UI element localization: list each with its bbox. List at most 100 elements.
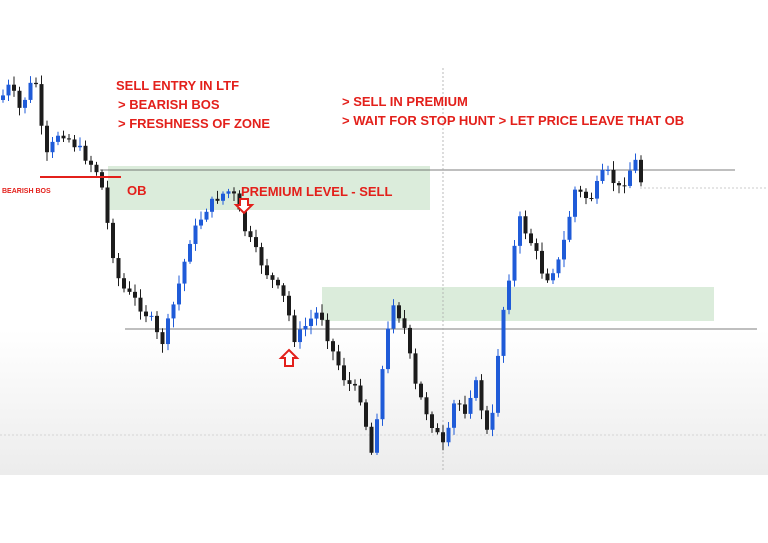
candle (226, 191, 231, 194)
candle (105, 187, 110, 223)
candle (397, 305, 401, 319)
candle (89, 160, 93, 165)
candle (424, 397, 429, 415)
candle (446, 427, 451, 443)
candle (320, 312, 324, 320)
candle (512, 245, 517, 281)
candle (523, 216, 528, 234)
candle (270, 275, 275, 280)
up-arrow (278, 348, 300, 367)
candle (358, 385, 363, 403)
candle (562, 239, 566, 260)
candle (281, 285, 286, 296)
candle (292, 315, 297, 343)
candle (6, 84, 11, 96)
candle (72, 139, 77, 148)
candle (166, 318, 170, 345)
candle (435, 428, 440, 433)
candle (298, 329, 302, 343)
candle (17, 90, 22, 108)
candle (545, 273, 550, 281)
candle (452, 403, 456, 428)
candle (485, 410, 489, 430)
ob-label: OB (127, 183, 147, 198)
candle (474, 380, 478, 398)
candle (215, 198, 220, 201)
candle (402, 318, 407, 328)
candle (243, 209, 247, 232)
note: > WAIT FOR STOP HUNT > LET PRICE LEAVE T… (342, 113, 684, 128)
candle (479, 380, 484, 411)
candle (67, 138, 71, 140)
candle (408, 327, 412, 354)
candle (578, 189, 583, 192)
candle (188, 243, 192, 262)
candle (94, 164, 99, 173)
candle (127, 288, 132, 292)
point: > FRESHNESS OF ZONE (118, 116, 270, 131)
candle (265, 265, 269, 276)
demand-zone (322, 287, 714, 321)
candle (133, 291, 137, 298)
candle (314, 312, 319, 319)
candle (50, 141, 55, 153)
candles (1, 75, 643, 456)
candle (23, 99, 27, 108)
candle (540, 250, 544, 274)
candle (386, 328, 390, 370)
candle (369, 426, 374, 453)
candle (12, 84, 16, 91)
candle (556, 259, 561, 274)
candle (584, 191, 588, 199)
candle (364, 402, 368, 427)
candle (325, 319, 330, 342)
candle (303, 325, 308, 330)
candle (100, 172, 104, 188)
point: > BEARISH BOS (118, 97, 220, 112)
ob-zone (108, 166, 430, 210)
candle (628, 170, 632, 186)
candle (430, 414, 434, 429)
candle (144, 311, 148, 317)
candle (595, 181, 599, 199)
candle (45, 125, 49, 153)
candle (204, 211, 209, 220)
down-arrow (233, 198, 255, 215)
candle (182, 261, 187, 284)
candle (331, 341, 335, 352)
candle (149, 315, 154, 317)
candle (248, 231, 253, 238)
candle (171, 304, 176, 319)
candle (78, 145, 82, 148)
candle (518, 216, 522, 246)
candle (633, 159, 638, 171)
candle (529, 233, 533, 244)
candle (413, 353, 418, 384)
candle (606, 169, 610, 171)
candle (138, 297, 143, 312)
candle (56, 135, 60, 142)
candle (611, 169, 616, 184)
premium-label: PREMIUM LEVEL - SELL (241, 184, 392, 199)
candle (61, 135, 66, 139)
candle (254, 237, 258, 248)
candle (496, 355, 500, 413)
candle (28, 82, 33, 100)
candle (380, 369, 385, 420)
candle (210, 198, 214, 212)
candle (259, 247, 264, 266)
candle (617, 183, 621, 186)
bos-label: BEARISH BOS (2, 188, 51, 195)
candle (375, 419, 379, 453)
candle (347, 380, 352, 384)
candle (353, 383, 357, 386)
candle (83, 145, 88, 161)
title: SELL ENTRY IN LTF (116, 78, 239, 93)
candle (160, 332, 165, 345)
candle (567, 216, 572, 240)
candle (419, 383, 423, 398)
candle (551, 273, 555, 281)
candle (457, 403, 462, 405)
candle (573, 189, 577, 217)
candle (589, 198, 594, 200)
